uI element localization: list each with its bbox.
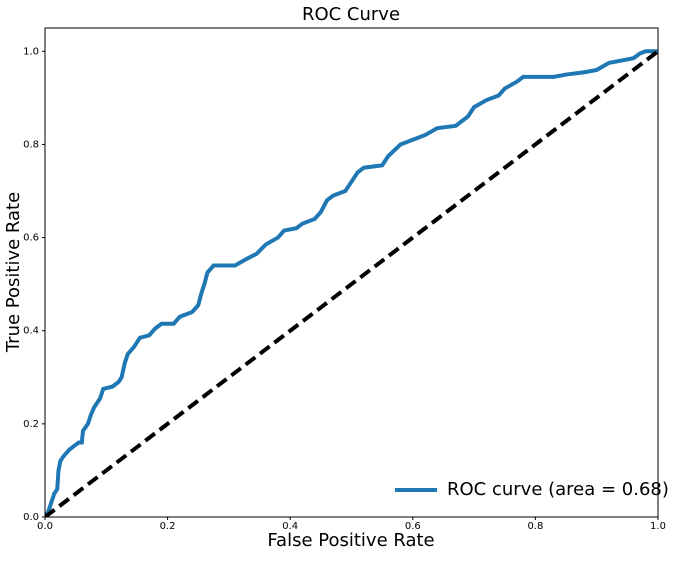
y-tick-label: 1.0 (23, 46, 39, 57)
plot-frame (44, 27, 659, 518)
y-tick-label: 0.8 (23, 139, 39, 150)
y-tick-label: 0.0 (23, 512, 39, 523)
x-tick-label: 0.6 (405, 521, 421, 532)
y-tick-label: 0.4 (23, 326, 39, 337)
x-tick-label: 0.8 (527, 521, 543, 532)
y-tick-label: 0.2 (23, 419, 39, 430)
y-tick-label: 0.6 (23, 233, 39, 244)
x-tick-label: 1.0 (650, 521, 666, 532)
x-tick-label: 0.2 (160, 521, 176, 532)
x-axis-label: False Positive Rate (267, 530, 434, 551)
x-tick-label: 0.0 (37, 521, 53, 532)
series-line (45, 49, 658, 517)
chart-title: ROC Curve (302, 4, 400, 25)
x-tick-label: 0.4 (282, 521, 298, 532)
series-line (45, 49, 658, 517)
legend-label: ROC curve (area = 0.68) (447, 479, 669, 500)
y-axis-label: True Positive Rate (3, 192, 24, 353)
